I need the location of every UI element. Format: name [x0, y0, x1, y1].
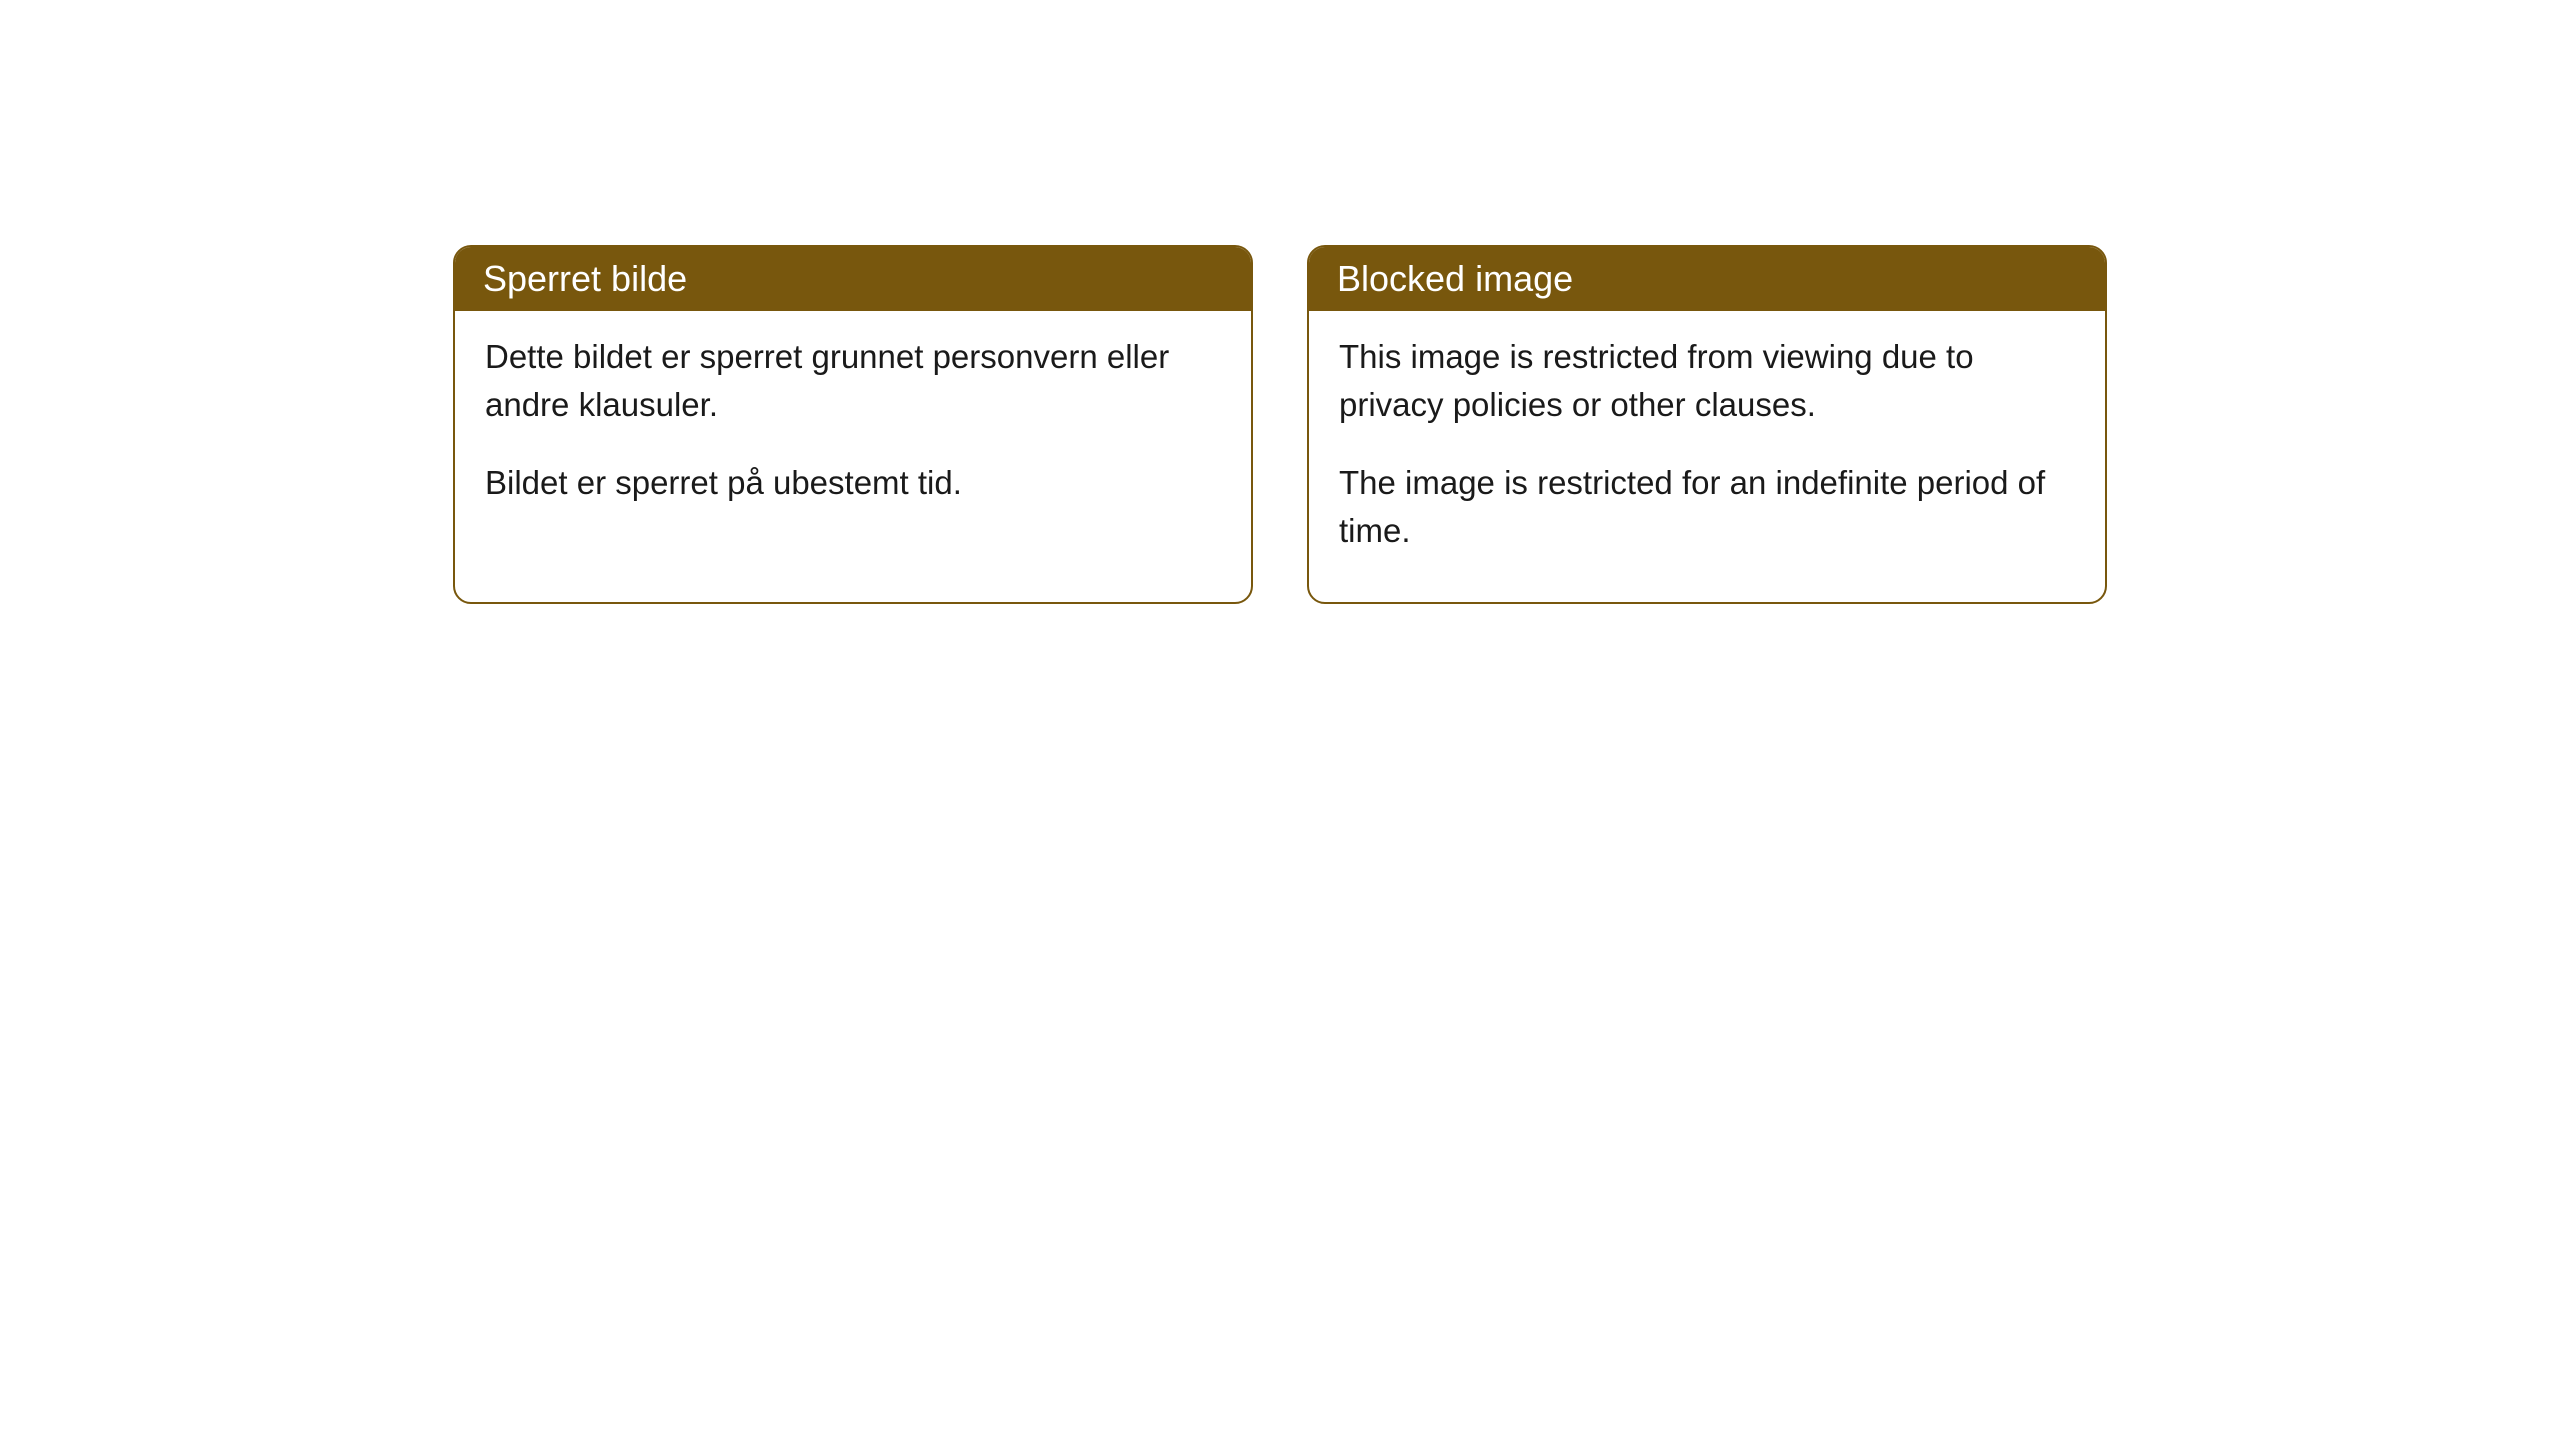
- card-body-english: This image is restricted from viewing du…: [1309, 311, 2105, 602]
- card-text-1-norwegian: Dette bildet er sperret grunnet personve…: [485, 333, 1221, 429]
- card-text-2-english: The image is restricted for an indefinit…: [1339, 459, 2075, 555]
- card-norwegian: Sperret bilde Dette bildet er sperret gr…: [453, 245, 1253, 604]
- cards-container: Sperret bilde Dette bildet er sperret gr…: [453, 245, 2107, 604]
- card-text-1-english: This image is restricted from viewing du…: [1339, 333, 2075, 429]
- card-english: Blocked image This image is restricted f…: [1307, 245, 2107, 604]
- card-text-2-norwegian: Bildet er sperret på ubestemt tid.: [485, 459, 1221, 507]
- card-header-norwegian: Sperret bilde: [455, 247, 1251, 311]
- card-body-norwegian: Dette bildet er sperret grunnet personve…: [455, 311, 1251, 555]
- card-header-english: Blocked image: [1309, 247, 2105, 311]
